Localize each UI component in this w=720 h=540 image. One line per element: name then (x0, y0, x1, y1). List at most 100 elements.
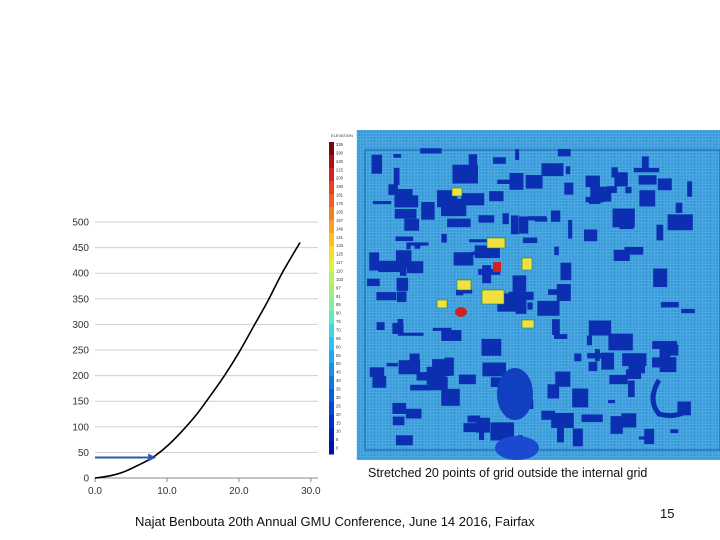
building (420, 148, 442, 154)
building (639, 190, 656, 207)
building (613, 249, 630, 262)
building (392, 416, 405, 426)
building (406, 242, 411, 250)
legend-swatch (329, 220, 334, 234)
building (399, 267, 407, 276)
legend-color-bar (329, 142, 334, 455)
building (552, 319, 560, 335)
high-elevation-buildings (436, 187, 535, 329)
legend-label: 181 (336, 193, 344, 198)
legend-label: 5 (336, 437, 339, 442)
grid-stretch-chart: 0 50 100 150 200 250 300 350 400 450 500 0.0 10.0 20… (72, 218, 321, 498)
building (441, 388, 460, 406)
building (371, 154, 383, 174)
legend-label: 157 (336, 218, 344, 223)
elevation-legend: ELEVATION 336290240215200190181175165157… (329, 133, 353, 455)
building (606, 186, 617, 194)
legend-swatch (329, 155, 334, 169)
building (608, 333, 633, 351)
legend-label: 50 (336, 361, 341, 366)
building (468, 239, 494, 243)
y-tick-label: 0 (83, 474, 89, 485)
building (378, 260, 404, 273)
building (437, 190, 456, 208)
legend-labels: 3362902402152001901811751651571491411331… (336, 142, 344, 451)
tall-building (521, 319, 535, 329)
annotation-arrow (95, 453, 157, 462)
building (441, 330, 462, 341)
y-tick-label: 500 (72, 218, 89, 229)
building (652, 357, 668, 368)
legend-label: 55 (336, 353, 341, 358)
building (395, 189, 413, 199)
building (551, 412, 574, 428)
curved-building (650, 378, 687, 419)
building (474, 245, 500, 259)
legend-label: 65 (336, 336, 341, 341)
legend-swatch (329, 168, 334, 182)
building (608, 399, 616, 404)
building (687, 181, 693, 197)
building (554, 334, 568, 339)
building (447, 218, 471, 228)
building (481, 338, 502, 356)
building (508, 291, 534, 300)
building (557, 148, 571, 157)
legend-swatch (329, 376, 334, 390)
legend-label: 133 (336, 243, 344, 248)
building (458, 374, 476, 385)
building (621, 413, 637, 428)
building (670, 429, 679, 434)
building (638, 436, 647, 440)
building (657, 178, 672, 191)
building (376, 322, 385, 330)
building (392, 402, 407, 414)
legend-label: 290 (336, 150, 344, 155)
legend-label: 125 (336, 252, 344, 257)
building (638, 175, 657, 185)
legend-label: 190 (336, 184, 344, 189)
building (515, 149, 520, 160)
building (414, 243, 421, 249)
legend-label: 75 (336, 319, 341, 324)
building (410, 384, 431, 391)
building (497, 179, 516, 185)
building (554, 246, 559, 256)
x-tick-label: 20.0 (229, 486, 249, 497)
building (595, 349, 600, 362)
internal-grid-boundary (364, 149, 720, 451)
building (588, 199, 601, 204)
legend-label: 80 (336, 311, 341, 316)
building (675, 202, 683, 213)
legend-swatch (329, 402, 334, 416)
building (405, 408, 422, 419)
y-tick-label: 100 (72, 422, 89, 433)
legend-label: 110 (336, 268, 343, 273)
legend-swatch (329, 142, 334, 156)
legend-swatch (329, 428, 334, 442)
building (394, 209, 417, 219)
building (519, 216, 529, 234)
elevation-map: ELEVATION 336290240215200190181175165157… (327, 130, 720, 460)
building (479, 431, 485, 441)
building (397, 318, 404, 325)
tallest-building (493, 262, 501, 272)
building (490, 422, 514, 441)
y-tick-label: 150 (72, 397, 89, 408)
legend-label: 200 (336, 176, 344, 181)
legend-swatch (329, 259, 334, 273)
building (625, 186, 632, 194)
building (653, 268, 668, 288)
building (372, 375, 387, 388)
legend-label: 60 (336, 344, 341, 349)
y-tick-label: 350 (72, 294, 89, 305)
building (432, 327, 452, 331)
round-building (495, 436, 539, 460)
building (522, 237, 538, 244)
tall-building (486, 237, 506, 249)
building (656, 224, 664, 241)
building (555, 371, 571, 387)
building (463, 423, 482, 433)
building (453, 252, 474, 266)
legend-label: 97 (336, 285, 341, 290)
